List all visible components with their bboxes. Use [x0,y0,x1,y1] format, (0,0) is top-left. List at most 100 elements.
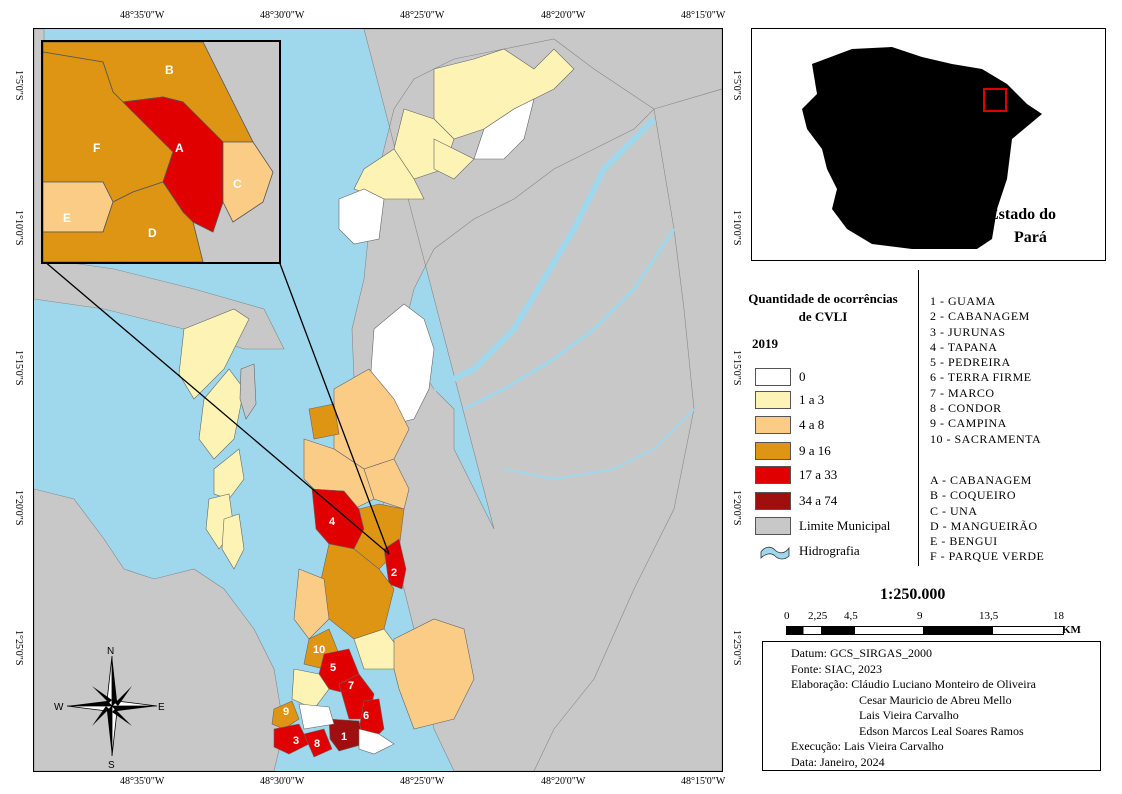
legend-swatch-17-33 [755,466,791,484]
zoom-inset-svg: A B C D E F [43,42,279,262]
coord-right-2: 1°10'0"S [731,210,742,246]
inset-neighborhood-list: A - CABANAGEM B - COQUEIRO C - UNA D - M… [930,473,1044,565]
legend-title-line2: de CVLI [798,309,848,324]
credit-date: Data: Janeiro, 2024 [791,754,885,769]
district-white-sw [298,703,335,730]
compass-w: W [54,702,64,713]
inset-district-c [222,141,274,223]
legend-label-limit: Limite Municipal [799,518,891,533]
legend-label-4-8: 4 a 8 [799,417,825,432]
neighborhood-item: 7 - MARCO [930,385,995,400]
credit-execution: Execução: Lais Vieira Carvalho [791,739,944,753]
coord-top-2: 48°30'0"W [260,10,305,21]
district-label-4: 4 [329,516,336,528]
legend-label-9-16: 9 a 16 [799,443,831,458]
legend-label-34-74: 34 a 74 [799,493,838,508]
district-label-1: 1 [341,731,347,743]
inset-connector-2 [278,260,390,555]
district-9-campina [271,700,300,730]
state-label-line2: Pará [1014,229,1047,246]
credit-datum: Datum: GCS_SIRGAS_2000 [791,646,933,660]
legend-swatch-9-16 [755,442,791,460]
inset-label-b: B [165,63,174,77]
coord-top-5: 48°15'0"W [681,10,726,21]
legend-swatch-34-74 [755,492,791,510]
district-1-guama [328,718,365,752]
scale-ratio: 1:250.000 [880,586,946,603]
coord-bottom-3: 48°25'0"W [400,776,445,787]
district-label-6: 6 [363,710,369,722]
credit-author-2: Cesar Mauricio de Abreu Mello [859,692,1012,707]
district-label-9: 9 [283,706,289,718]
neighborhood-item: 10 - SACRAMENTA [930,431,1042,446]
coord-bottom-4: 48°20'0"W [541,776,586,787]
inset-label-d: D [148,226,157,240]
neighborhood-list: 1 - GUAMA 2 - CABANAGEM 3 - JURUNAS 4 - … [930,294,1041,447]
inset-label-a: A [175,141,184,155]
district-4-8-southwest [293,568,330,640]
legend-year: 2019 [752,336,778,351]
district-label-5: 5 [330,662,336,674]
coord-bottom-1: 48°35'0"W [120,776,165,787]
neighborhood-item: 3 - JURUNAS [930,324,1006,339]
inset-connector-1 [43,260,390,555]
neighborhood-item: 5 - PEDREIRA [930,355,1011,370]
coord-right-4: 1°20'0"S [731,490,742,526]
inset-neighborhood-item: C - UNA [930,503,978,518]
north-arrow: N S E W [54,646,165,771]
district-1-3-southwest [291,668,330,710]
district-3-jurunas [273,723,310,755]
coord-right-1: 1°5'0"S [731,70,742,101]
neighborhood-item: 9 - CAMPINA [930,416,1007,431]
inset-neighborhood-item: A - CABANAGEM [930,473,1032,487]
compass-e: E [158,702,165,713]
compass-s: S [108,760,115,771]
coord-right-5: 1°25'0"S [731,630,742,666]
neighborhood-item: 6 - TERRA FIRME [930,370,1032,385]
river-channel-3 [503,408,695,481]
district-label-2: 2 [391,567,397,579]
inset-district-e [43,181,114,233]
legend-swatch-1-3 [755,391,791,409]
coord-bottom-5: 48°15'0"W [681,776,726,787]
island-west-2 [198,368,245,460]
credits-box: Datum: GCS_SIRGAS_2000 Fonte: SIAC, 2023… [762,641,1101,771]
credit-author-4: Edson Marcos Leal Soares Ramos [859,723,1024,738]
zoom-inset[interactable]: A B C D E F [41,40,281,264]
district-4-8-east [363,458,410,510]
coord-bottom-2: 48°30'0"W [260,776,305,787]
scale-bar-svg [786,626,1064,635]
island-west-3 [213,448,245,500]
district-9-16-nw [308,403,340,440]
state-label-line1: Estado do [988,206,1056,223]
compass-n: N [107,646,114,657]
credit-author-3: Lais Vieira Carvalho [859,708,959,722]
coord-left-2: 1°10'0"S [13,210,24,246]
inset-label-c: C [233,177,242,191]
credit-source: Fonte: SIAC, 2023 [791,661,883,676]
land-east-2 [533,88,722,771]
neighborhood-item: 1 - GUAMA [930,294,996,308]
inset-neighborhood-item: E - BENGUI [930,534,998,549]
inset-district-d [43,181,204,262]
legend-title: Quantidade de ocorrências de CVLI [733,290,913,326]
legend-swatch-4-8 [755,416,791,434]
main-map-svg: 1 2 3 4 5 6 7 8 9 10 N S E W [34,29,722,771]
scale-tick-1: 2,25 [808,610,828,622]
para-state-shape [802,47,1042,249]
legend-title-line1: Quantidade de ocorrências [748,291,898,306]
inset-label-f: F [93,141,100,155]
coord-left-3: 1°15'0"S [13,350,24,386]
neighborhood-item: 2 - CABANAGEM [930,309,1030,324]
inset-district-a [122,96,224,233]
scale-unit: KM [1062,624,1081,636]
district-label-8: 8 [314,738,320,750]
locator-map: Estado do Pará [751,28,1106,261]
inset-neighborhood-item: F - PARQUE VERDE [930,549,1045,564]
legend-label-17-33: 17 a 33 [799,467,838,482]
scale-tick-5: 18 [1053,610,1064,622]
main-map[interactable]: 1 2 3 4 5 6 7 8 9 10 N S E W [33,28,723,772]
neighborhood-item: 4 - TAPANA [930,339,998,354]
district-label-10: 10 [313,644,325,656]
coord-right-3: 1°15'0"S [731,350,742,386]
